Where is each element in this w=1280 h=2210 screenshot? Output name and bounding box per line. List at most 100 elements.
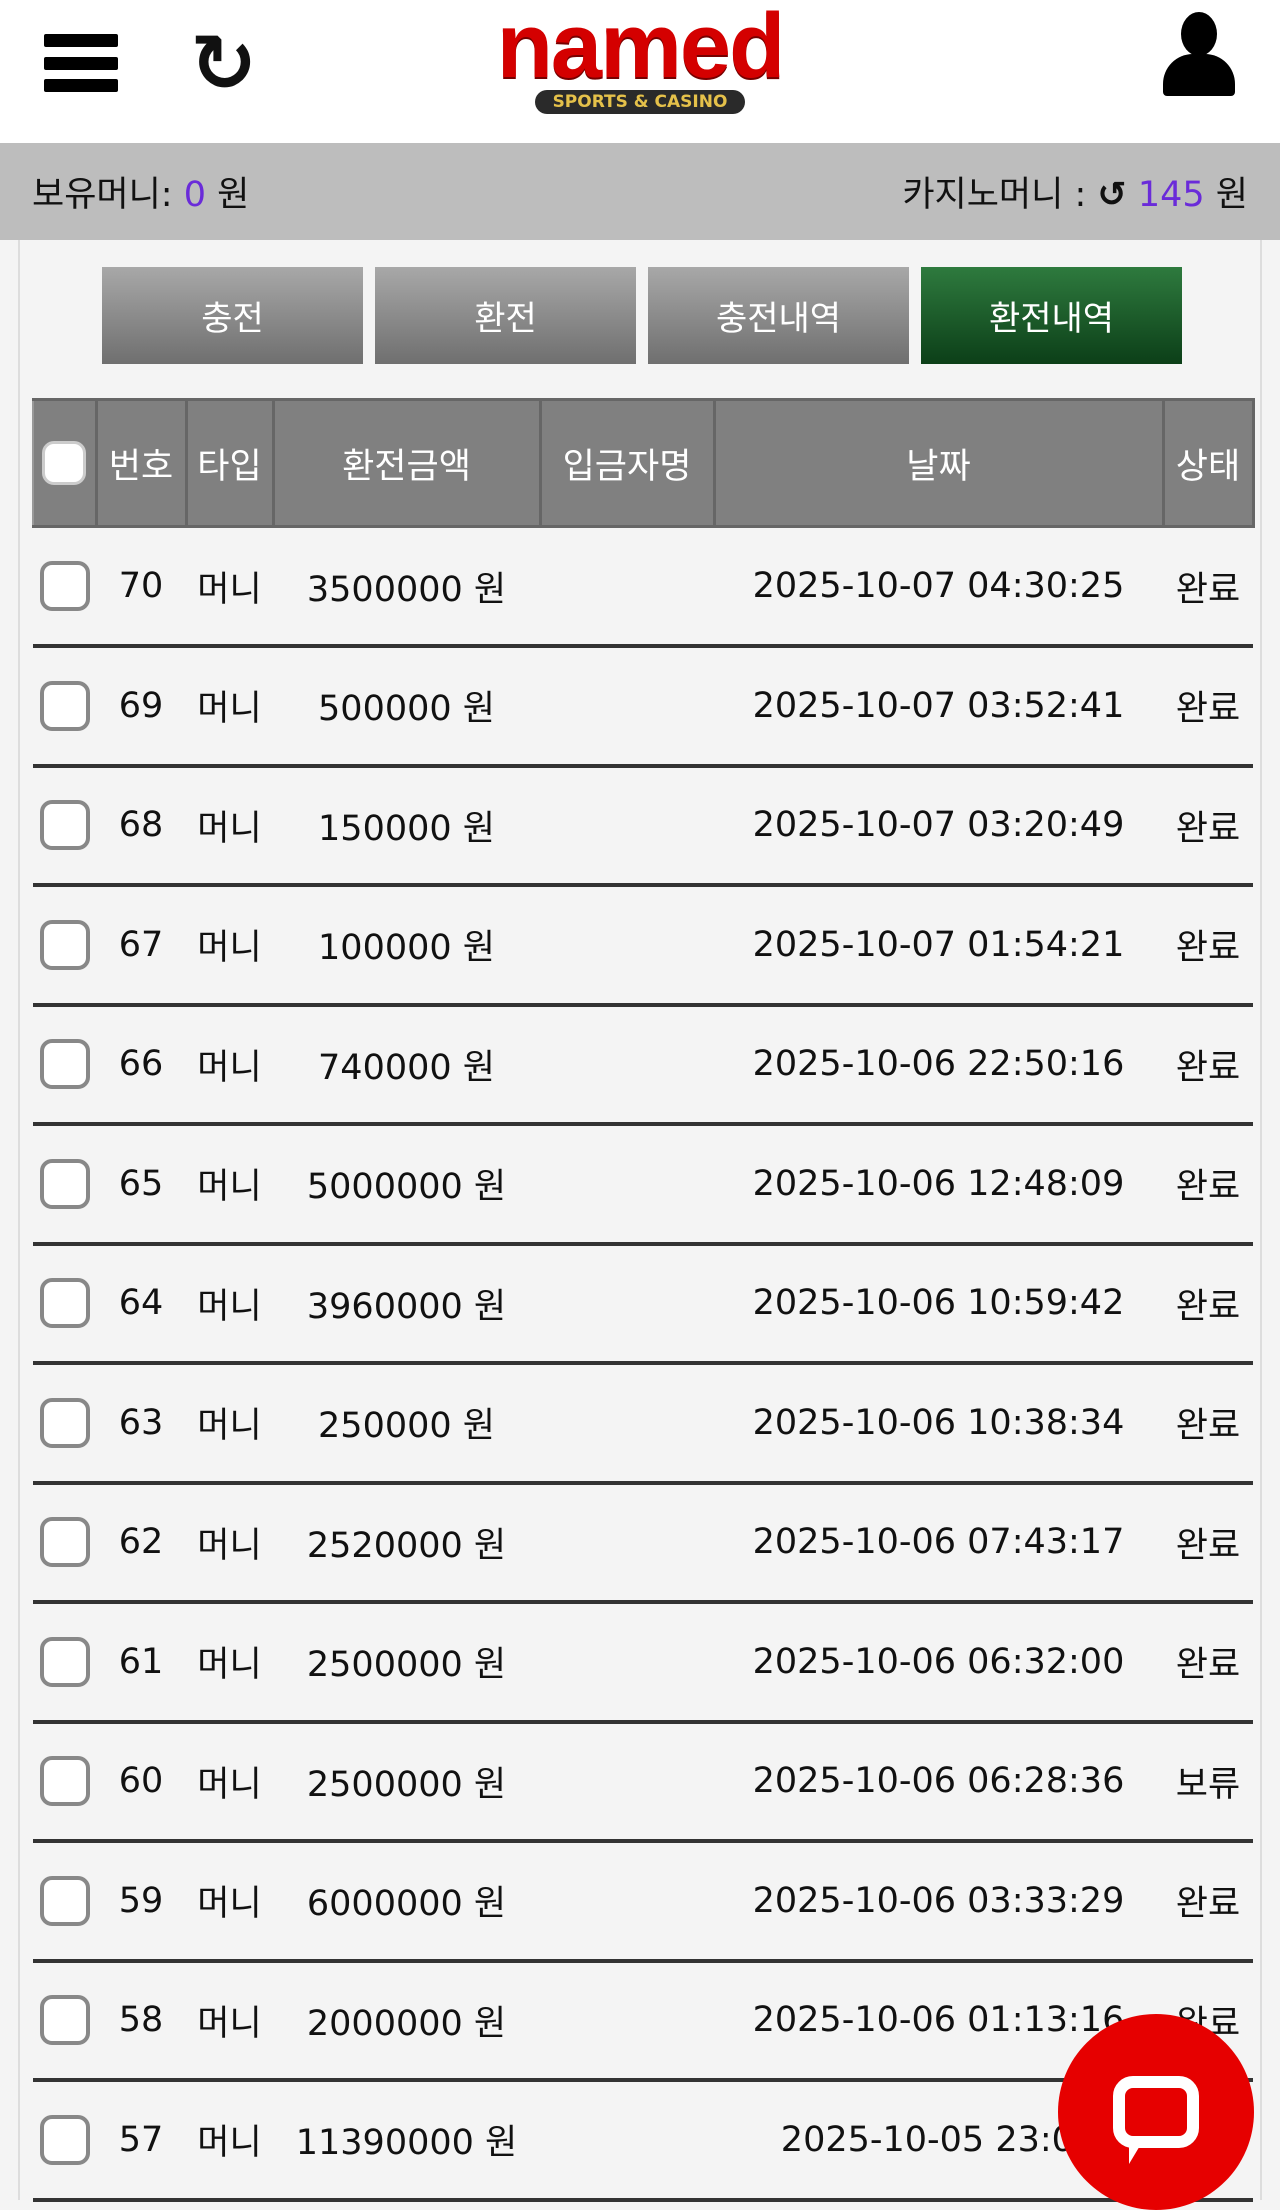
row-checkbox-cell: [33, 1960, 96, 2082]
row-checkbox-cell: [33, 526, 96, 648]
row-no: 65: [96, 1124, 186, 1246]
logo[interactable]: named SPORTS & CASINO: [435, 0, 845, 114]
row-checkbox-cell: [33, 1363, 96, 1485]
table-row: 65 머니 5000000 원 2025-10-06 12:48:09 완료: [33, 1124, 1253, 1246]
row-amount: 2520000 원: [273, 1482, 540, 1604]
hamburger-menu-icon[interactable]: [44, 34, 118, 92]
row-checkbox-cell: [33, 1841, 96, 1963]
row-amount: 2500000 원: [273, 1721, 540, 1843]
row-checkbox-cell: [33, 646, 96, 768]
chat-icon: [1113, 2076, 1199, 2164]
row-checkbox[interactable]: [39, 1039, 90, 1090]
row-checkbox[interactable]: [39, 680, 90, 731]
row-checkbox[interactable]: [39, 2114, 90, 2165]
row-no: 70: [96, 526, 186, 648]
row-date: 2025-10-06 06:32:00: [714, 1602, 1163, 1724]
chat-button[interactable]: [1058, 2014, 1254, 2210]
row-status: 완료: [1163, 1602, 1253, 1724]
row-checkbox[interactable]: [39, 1158, 90, 1209]
logo-wordmark: named: [496, 0, 786, 97]
casino-refresh-icon[interactable]: ↺: [1097, 175, 1127, 215]
row-status: 완료: [1163, 765, 1253, 887]
row-type: 머니: [186, 1363, 273, 1485]
row-amount: 2000000 원: [273, 1960, 540, 2082]
row-status: 완료: [1163, 1004, 1253, 1126]
row-checkbox-cell: [33, 1004, 96, 1126]
row-status: 완료: [1163, 1124, 1253, 1246]
row-checkbox-cell: [33, 1482, 96, 1604]
row-no: 68: [96, 765, 186, 887]
row-no: 59: [96, 1841, 186, 1963]
row-type: 머니: [186, 765, 273, 887]
row-status: 보류: [1163, 1721, 1253, 1843]
row-checkbox-cell: [33, 1243, 96, 1365]
row-checkbox[interactable]: [39, 1517, 90, 1568]
withdraw-history-table: 번호 타입 환전금액 입금자명 날짜 상태 70 머니 3500000 원 20…: [32, 398, 1255, 2202]
row-checkbox[interactable]: [39, 919, 90, 970]
table-row: 60 머니 2500000 원 2025-10-06 06:28:36 보류: [33, 1721, 1253, 1843]
tab-withdraw-history[interactable]: 환전내역: [921, 267, 1182, 364]
row-type: 머니: [186, 1602, 273, 1724]
row-status: 완료: [1163, 526, 1253, 648]
row-checkbox-cell: [33, 2080, 96, 2202]
row-depositor: [540, 1363, 714, 1485]
row-no: 67: [96, 885, 186, 1007]
row-amount: 2500000 원: [273, 1602, 540, 1724]
row-no: 60: [96, 1721, 186, 1843]
row-date: 2025-10-07 03:20:49: [714, 765, 1163, 887]
row-no: 58: [96, 1960, 186, 2082]
row-amount: 3960000 원: [273, 1243, 540, 1365]
row-checkbox[interactable]: [39, 1995, 90, 2046]
row-type: 머니: [186, 885, 273, 1007]
row-depositor: [540, 1004, 714, 1126]
row-type: 머니: [186, 1243, 273, 1365]
row-date: 2025-10-07 01:54:21: [714, 885, 1163, 1007]
row-no: 64: [96, 1243, 186, 1365]
row-checkbox[interactable]: [39, 561, 90, 611]
table-row: 59 머니 6000000 원 2025-10-06 03:33:29 완료: [33, 1841, 1253, 1963]
row-amount: 5000000 원: [273, 1124, 540, 1246]
row-checkbox[interactable]: [39, 800, 90, 851]
row-depositor: [540, 2080, 714, 2202]
user-icon[interactable]: [1163, 12, 1235, 96]
row-depositor: [540, 526, 714, 648]
row-status: 완료: [1163, 1482, 1253, 1604]
row-checkbox[interactable]: [39, 1636, 90, 1687]
table-row: 70 머니 3500000 원 2025-10-07 04:30:25 완료: [33, 526, 1253, 648]
row-no: 66: [96, 1004, 186, 1126]
tab-deposit[interactable]: 충전: [102, 267, 363, 364]
row-checkbox[interactable]: [39, 1278, 90, 1329]
table-row: 64 머니 3960000 원 2025-10-06 10:59:42 완료: [33, 1243, 1253, 1365]
row-type: 머니: [186, 2080, 273, 2202]
header-status: 상태: [1162, 398, 1255, 528]
row-depositor: [540, 885, 714, 1007]
row-checkbox[interactable]: [39, 1756, 90, 1807]
row-amount: 150000 원: [273, 765, 540, 887]
select-all-checkbox-cell: [32, 398, 98, 528]
row-type: 머니: [186, 646, 273, 768]
row-date: 2025-10-07 03:52:41: [714, 646, 1163, 768]
row-no: 62: [96, 1482, 186, 1604]
row-amount: 11390000 원: [273, 2080, 540, 2202]
tab-withdraw[interactable]: 환전: [375, 267, 636, 364]
casino-label: 카지노머니 :: [902, 175, 1087, 215]
row-checkbox[interactable]: [39, 1875, 90, 1926]
top-header: ↻ named SPORTS & CASINO: [0, 0, 1280, 143]
refresh-icon[interactable]: ↻: [190, 17, 258, 110]
tab-deposit-history[interactable]: 충전내역: [648, 267, 909, 364]
table-row: 61 머니 2500000 원 2025-10-06 06:32:00 완료: [33, 1602, 1253, 1724]
money-label: 보유머니:: [32, 175, 173, 215]
money-balance: 보유머니: 0 원: [32, 166, 249, 217]
row-no: 61: [96, 1602, 186, 1724]
row-status: 완료: [1163, 1841, 1253, 1963]
row-date: 2025-10-06 10:38:34: [714, 1363, 1163, 1485]
row-checkbox-cell: [33, 1124, 96, 1246]
row-depositor: [540, 1124, 714, 1246]
select-all-checkbox[interactable]: [42, 441, 87, 485]
row-type: 머니: [186, 1960, 273, 2082]
logo-subtitle: SPORTS & CASINO: [534, 90, 746, 114]
tab-bar: 충전 환전 충전내역 환전내역: [102, 267, 1182, 364]
row-checkbox[interactable]: [39, 1397, 90, 1448]
row-amount: 100000 원: [273, 885, 540, 1007]
row-checkbox-cell: [33, 765, 96, 887]
